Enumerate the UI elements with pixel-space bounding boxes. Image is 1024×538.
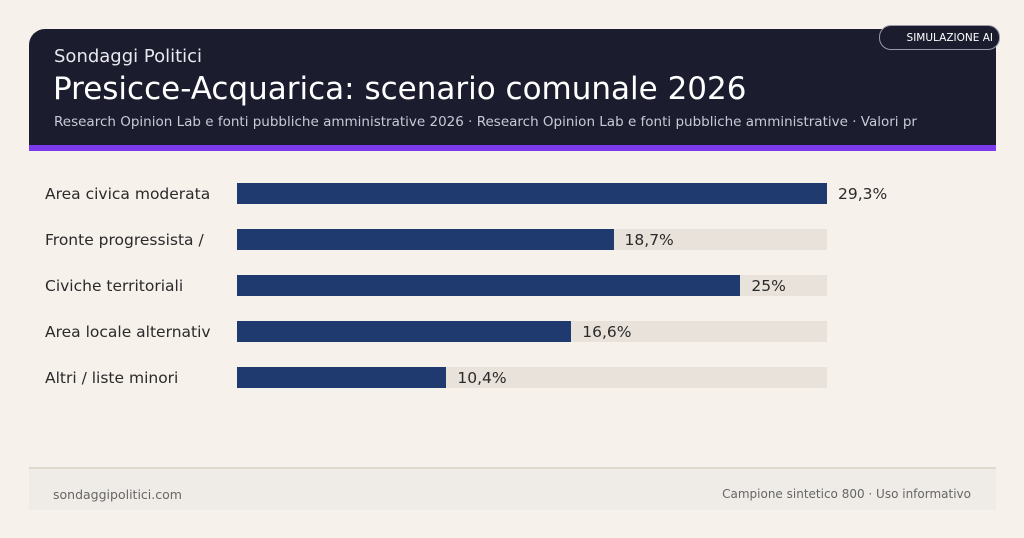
- value-label: 25%: [751, 277, 786, 295]
- bar: [237, 367, 447, 388]
- bar-track: [237, 367, 827, 388]
- category-label: Area civica moderata: [45, 185, 211, 203]
- bar-row: Fronte progressista / 18,7%: [0, 229, 1024, 250]
- bar: [237, 321, 572, 342]
- bar-track: [237, 275, 827, 296]
- accent-bar: [29, 145, 996, 151]
- bar-row: Civiche territoriali 25%: [0, 275, 1024, 296]
- value-label: 29,3%: [838, 185, 888, 203]
- category-label: Civiche territoriali: [45, 277, 184, 295]
- subtitle: Research Opinion Lab e fonti pubbliche a…: [54, 114, 917, 130]
- bar-row: Altri / liste minori 10,4%: [0, 367, 1024, 388]
- bar-track: [237, 229, 827, 250]
- category-label: Area locale alternativ: [45, 323, 211, 341]
- simulation-badge: SIMULAZIONE AI: [879, 25, 1000, 50]
- bar-track: [237, 183, 827, 204]
- bar: [237, 229, 614, 250]
- footer: sondaggipolitici.com Campione sintetico …: [29, 467, 996, 510]
- bar-row: Area locale alternativ 16,6%: [0, 321, 1024, 342]
- value-label: 18,7%: [624, 231, 674, 249]
- page-title: Presicce-Acquarica: scenario comunale 20…: [53, 71, 747, 107]
- bar: [237, 275, 741, 296]
- footer-site: sondaggipolitici.com: [53, 487, 182, 502]
- bar: [237, 183, 827, 204]
- bar-track: [237, 321, 827, 342]
- value-label: 10,4%: [457, 369, 507, 387]
- value-label: 16,6%: [582, 323, 632, 341]
- footer-note: Campione sintetico 800 · Uso informativo: [722, 487, 971, 501]
- bar-row: Area civica moderata 29,3%: [0, 183, 1024, 204]
- category-label: Fronte progressista /: [45, 231, 204, 249]
- category-label: Altri / liste minori: [45, 369, 179, 387]
- header: Sondaggi Politici Presicce-Acquarica: sc…: [29, 29, 996, 146]
- brand: Sondaggi Politici: [54, 46, 203, 67]
